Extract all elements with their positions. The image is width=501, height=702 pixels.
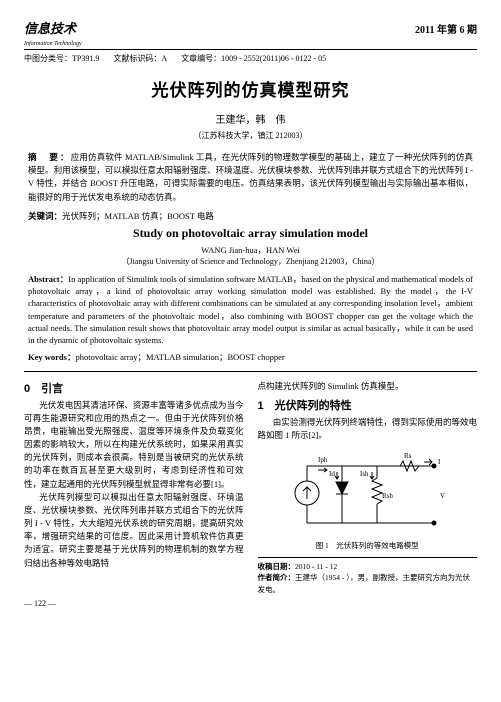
title-zh: 光伏阵列的仿真模型研究 (24, 76, 477, 101)
svg-text:V: V (440, 492, 445, 500)
article-no: 文章编号：1009 - 2552(2011)06 - 0122 - 05 (181, 53, 326, 64)
abstract-en-label: Abstract： (28, 274, 68, 284)
abstract-zh-label: 摘 要： (28, 152, 71, 162)
section-0-p2: 光伏阵列模型可以模拟出任意太阳辐射强度、环境温度、光伏模块参数、光伏阵列串并联方… (24, 491, 244, 570)
meta-row: 中图分类号：TP391.9 文献标识码：A 文章编号：1009 - 2552(2… (24, 53, 477, 64)
header-left: 信息技术 Information Technology (24, 18, 82, 47)
authors-zh: 王建华，韩 伟 (24, 111, 477, 126)
abstract-en-text: In application of Simulink tools of simu… (28, 274, 473, 346)
section-0-head: 0 引言 (24, 380, 244, 396)
keywords-en-text: photovoltaic array；MATLAB simulation；BOO… (75, 352, 284, 362)
footer-author-bio: 作者简介：王建华（1954 - ），男，副教授，主要研究方向为光伏发电。 (258, 572, 478, 595)
svg-text:Id: Id (329, 470, 335, 478)
section-0-p2-cont: 点构建光伏阵列的 Simulink 仿真模型。 (258, 380, 478, 393)
section-rule (24, 371, 477, 372)
svg-text:Ish: Ish (360, 470, 369, 478)
body-columns: 0 引言 光伏发电因其清洁环保、资源丰富等诸多优点成为当今可再生能源研究和应用的… (24, 380, 477, 595)
svg-text:Rsh: Rsh (382, 492, 393, 500)
authors-en: WANG Jian-hua，HAN Wei (24, 244, 477, 256)
svg-text:Iph: Iph (318, 456, 328, 464)
section-1-head: 1 光伏阵列的特性 (258, 397, 478, 413)
doc-code: 文献标识码：A (113, 53, 167, 64)
keywords-en: Key words：photovoltaic array；MATLAB simu… (28, 351, 473, 363)
keywords-zh: 关键词：光伏阵列；MATLAB 仿真；BOOST 电路 (28, 210, 473, 222)
keywords-zh-label: 关键词： (28, 211, 62, 221)
class-no: 中图分类号：TP391.9 (24, 53, 99, 64)
affiliation-zh: （江苏科技大学，镇江 212003） (24, 130, 477, 141)
abstract-zh: 摘 要：应用仿真软件 MATLAB/Simulink 工具，在光伏阵列的物理数学… (28, 151, 473, 204)
journal-name-en: Information Technology (24, 41, 82, 47)
right-column: 点构建光伏阵列的 Simulink 仿真模型。 1 光伏阵列的特性 由实验测得光… (258, 380, 478, 595)
footer-received: 收稿日期：2010 - 11 - 12 (258, 561, 478, 572)
figure-1: Iph Id Ish Rs Rsh I V (258, 448, 478, 538)
keywords-zh-text: 光伏阵列；MATLAB 仿真；BOOST 电路 (62, 211, 214, 221)
journal-name-zh: 信息技术 (24, 21, 76, 36)
affiliation-en: （Jiangsu University of Science and Techn… (24, 256, 477, 267)
svg-text:I: I (438, 458, 441, 466)
circuit-diagram-icon: Iph Id Ish Rs Rsh I V (282, 448, 452, 538)
title-en: Study on photovoltaic array simulation m… (24, 226, 477, 241)
left-column: 0 引言 光伏发电因其清洁环保、资源丰富等诸多优点成为当今可再生能源研究和应用的… (24, 380, 244, 595)
abstract-en: Abstract：In application of Simulink tool… (28, 273, 473, 347)
keywords-en-label: Key words： (28, 352, 75, 362)
abstract-zh-text: 应用仿真软件 MATLAB/Simulink 工具，在光伏阵列的物理数学模型的基… (28, 152, 473, 202)
issue-info: 2011 年第 6 期 (415, 21, 477, 36)
footer-rule (258, 557, 478, 558)
section-1-p1: 由实验测得光伏阵列终端特性，得到实际使用的等效电路如图 1 所示[2]。 (258, 416, 478, 442)
svg-text:Rs: Rs (404, 452, 412, 460)
page-header: 信息技术 Information Technology 2011 年第 6 期 (24, 18, 477, 50)
page-number: — 122 — (24, 599, 477, 608)
section-0-p1: 光伏发电因其清洁环保、资源丰富等诸多优点成为当今可再生能源研究和应用的热点之一。… (24, 399, 244, 491)
figure-1-caption: 图 1 光伏阵列的等效电路模型 (258, 540, 478, 551)
